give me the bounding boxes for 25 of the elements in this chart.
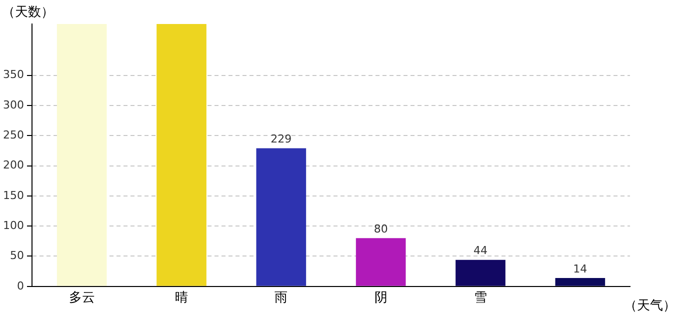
y-tick-label: 0 (16, 279, 24, 292)
x-tick-label: 雪 (474, 290, 487, 306)
y-tick-label: 50 (10, 249, 24, 262)
x-tick-label: 多云 (68, 290, 95, 306)
bar (456, 260, 506, 286)
x-tick-label: 雨 (274, 290, 288, 306)
bar (56, 24, 107, 286)
bar (356, 238, 406, 286)
bar (256, 148, 306, 286)
x-tick-label: 阴 (374, 290, 388, 306)
y-tick-label: 250 (2, 128, 24, 142)
data-label: 14 (573, 262, 588, 276)
y-tick-label: 300 (2, 98, 24, 112)
data-label: 229 (270, 132, 292, 146)
x-tick-label: 晴 (174, 290, 188, 306)
y-tick-label: 350 (2, 68, 24, 82)
x-axis-title: （天气） (624, 298, 676, 314)
data-label: 44 (474, 244, 488, 258)
bar (555, 278, 606, 286)
y-axis-title: （天数） (2, 4, 54, 20)
bar (156, 24, 206, 286)
data-label: 80 (374, 222, 388, 236)
y-tick-label: 200 (2, 158, 24, 172)
y-tick-label: 150 (2, 188, 24, 202)
y-tick-label: 100 (2, 218, 24, 232)
